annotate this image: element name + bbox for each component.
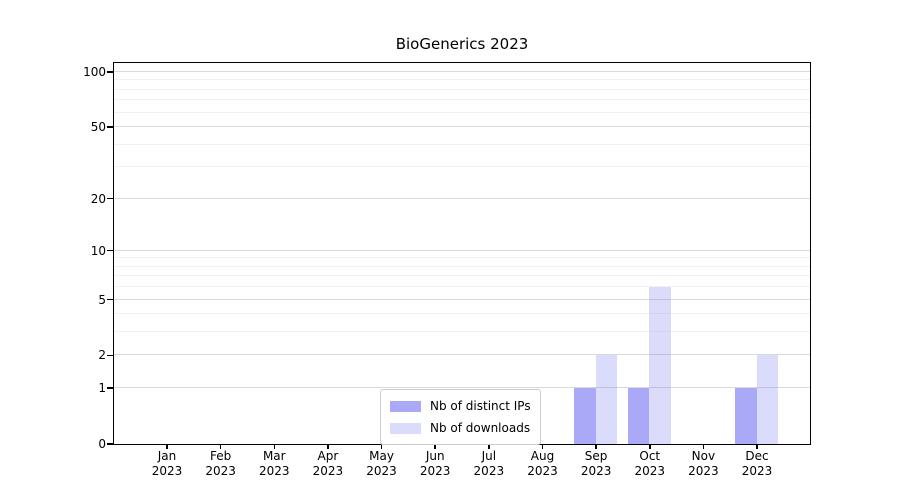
- x-tick-mark: [649, 444, 651, 449]
- gridline-major: [113, 298, 810, 300]
- x-tick-label: Nov 2023: [673, 449, 733, 479]
- gridline-minor: [113, 257, 810, 259]
- x-tick-label-month: Aug: [530, 449, 555, 463]
- x-tick-mark: [327, 444, 329, 449]
- gridline-major: [113, 249, 810, 251]
- legend-label: Nb of downloads: [430, 421, 531, 435]
- x-tick-mark: [273, 444, 276, 449]
- x-tick-label-year: 2023: [205, 464, 236, 478]
- x-tick-label: Jun 2023: [405, 449, 465, 479]
- x-tick-label-month: Dec: [745, 449, 769, 463]
- y-tick-label: 0: [98, 437, 106, 451]
- chart-title: BioGenerics 2023: [395, 35, 529, 53]
- x-tick-mark: [166, 444, 168, 449]
- bar-downloads: [649, 286, 671, 444]
- legend-swatch-downloads-icon: [390, 422, 421, 434]
- x-tick-label-year: 2023: [580, 464, 612, 478]
- gridline-major: [113, 354, 810, 356]
- y-tick-label: 20: [90, 191, 106, 206]
- bar-downloads: [756, 354, 779, 444]
- legend-item-downloads: Nb of downloads: [390, 417, 531, 439]
- y-tick-label: 50: [90, 120, 106, 135]
- legend: Nb of distinct IPs Nb of downloads: [380, 389, 541, 445]
- gridline-major: [113, 71, 810, 73]
- x-tick-mark: [380, 444, 383, 449]
- legend-item-distinct-ips: Nb of distinct IPs: [390, 395, 531, 417]
- x-tick-label: Jul 2023: [459, 449, 519, 479]
- x-tick-label: Mar 2023: [244, 449, 304, 479]
- gridline-minor: [113, 286, 810, 288]
- x-tick-label-year: 2023: [688, 464, 719, 478]
- x-tick-label-year: 2023: [151, 464, 183, 478]
- gridline-minor: [113, 166, 810, 168]
- legend-swatch-distinct-ips-icon: [390, 400, 421, 412]
- y-tick-mark: [107, 71, 114, 73]
- x-tick-mark: [488, 444, 490, 449]
- y-tick-mark: [107, 443, 114, 445]
- x-tick-mark: [595, 444, 597, 449]
- x-tick-label-month: May: [369, 449, 394, 463]
- x-tick-mark: [434, 444, 436, 449]
- x-tick-mark: [541, 444, 544, 449]
- x-tick-label-year: 2023: [419, 464, 451, 478]
- y-tick-label: 2: [98, 348, 106, 363]
- x-tick-label-month: Feb: [210, 449, 232, 463]
- y-tick-mark: [107, 354, 114, 357]
- x-tick-label: Dec 2023: [727, 449, 787, 479]
- x-tick-mark: [219, 444, 222, 449]
- x-tick-label-year: 2023: [527, 464, 558, 478]
- y-tick-mark: [107, 387, 114, 389]
- x-tick-mark: [756, 444, 758, 449]
- x-tick-label: Jan 2023: [137, 449, 197, 479]
- y-tick-label: 100: [83, 65, 106, 80]
- gridline-major: [113, 387, 810, 389]
- x-tick-label-month: Jan: [157, 449, 177, 463]
- bar-distinct-ips: [735, 387, 757, 444]
- x-tick-mark: [702, 444, 705, 449]
- gridline-minor: [113, 313, 810, 315]
- y-tick-mark: [107, 126, 114, 128]
- gridline-major: [113, 197, 810, 199]
- x-tick-label-year: 2023: [258, 464, 290, 478]
- plot-area: [112, 61, 811, 445]
- x-tick-label: May 2023: [352, 449, 412, 479]
- gridline-major: [113, 126, 810, 128]
- y-tick-mark: [107, 249, 114, 252]
- legend-label: Nb of distinct IPs: [430, 399, 531, 413]
- x-tick-label: Feb 2023: [191, 449, 251, 479]
- x-tick-label-month: Nov: [691, 449, 716, 463]
- bar-distinct-ips: [627, 387, 650, 444]
- gridline-minor: [113, 79, 810, 81]
- x-tick-label: Apr 2023: [298, 449, 358, 479]
- x-tick-label: Aug 2023: [512, 449, 572, 479]
- bar-downloads: [595, 354, 618, 444]
- x-tick-label-year: 2023: [634, 464, 666, 478]
- gridline-minor: [113, 275, 810, 277]
- x-tick-label-month: Jul: [481, 449, 497, 463]
- y-tick-label: 1: [98, 381, 106, 396]
- x-tick-label-month: Oct: [639, 449, 661, 463]
- gridline-minor: [113, 111, 810, 113]
- gridline-minor: [113, 331, 810, 333]
- gridline-minor: [113, 88, 810, 90]
- x-tick-label-month: Sep: [584, 449, 608, 463]
- gridline-minor: [113, 99, 810, 101]
- x-tick-label-year: 2023: [366, 464, 397, 478]
- x-tick-label-month: Apr: [317, 449, 339, 463]
- gridline-minor: [113, 143, 810, 145]
- y-tick-mark: [107, 298, 114, 301]
- y-tick-mark: [107, 197, 114, 200]
- x-tick-label-month: Jun: [425, 449, 445, 463]
- x-tick-label-year: 2023: [473, 464, 505, 478]
- bar-distinct-ips: [574, 387, 596, 444]
- x-tick-label-year: 2023: [312, 464, 344, 478]
- x-tick-label-year: 2023: [741, 464, 773, 478]
- x-tick-label: Sep 2023: [566, 449, 626, 479]
- gridline-minor: [113, 265, 810, 267]
- y-tick-label: 10: [90, 243, 106, 258]
- y-tick-label: 5: [98, 292, 106, 307]
- x-tick-label-month: Mar: [262, 449, 286, 463]
- x-tick-label: Oct 2023: [620, 449, 680, 479]
